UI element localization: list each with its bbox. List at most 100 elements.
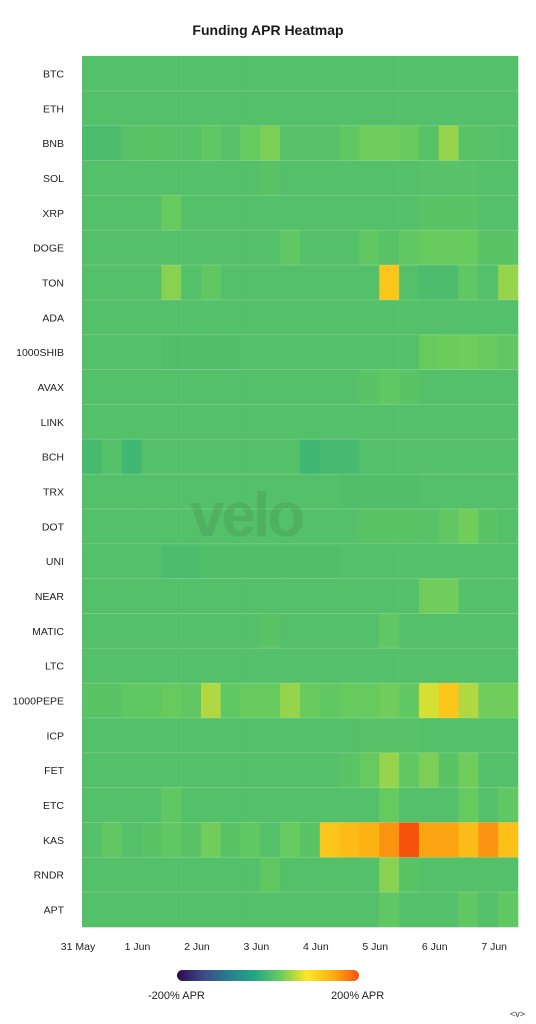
heatmap-cell	[101, 717, 122, 754]
heatmap-cell	[339, 648, 360, 684]
heatmap-cell	[300, 195, 321, 231]
heatmap-cell	[300, 822, 321, 858]
heatmap-cell	[82, 578, 103, 614]
heatmap-cell	[399, 369, 420, 405]
heatmap-cell	[379, 613, 400, 649]
heatmap-cell	[260, 90, 281, 126]
heatmap-cell	[181, 613, 202, 649]
heatmap-cell	[161, 195, 182, 231]
heatmap-cell	[260, 404, 281, 440]
velo-watermark: velo	[190, 481, 305, 550]
heatmap-cell	[319, 160, 340, 196]
heatmap-cell	[478, 439, 499, 475]
heatmap-cell	[141, 648, 162, 684]
heatmap-cell	[498, 508, 519, 545]
heatmap-cell	[478, 543, 499, 579]
nav-chevron-icon[interactable]: <v>	[510, 1009, 526, 1019]
heatmap-cell	[498, 543, 519, 579]
heatmap-cell	[161, 752, 182, 788]
heatmap-cell	[220, 439, 241, 475]
heatmap-cell	[319, 892, 340, 928]
heatmap-cell	[418, 613, 440, 649]
heatmap-cell	[359, 543, 380, 579]
heatmap-cell	[220, 543, 241, 579]
heatmap-cell	[181, 683, 202, 719]
heatmap-cell	[101, 195, 122, 231]
heatmap-cell	[418, 578, 440, 614]
colorbar-gradient	[177, 970, 359, 981]
heatmap-cell	[141, 822, 162, 858]
heatmap-cell	[359, 404, 380, 440]
heatmap-cell	[438, 474, 459, 510]
heatmap-cell	[359, 230, 380, 266]
heatmap-cell	[359, 334, 380, 370]
heatmap-cell	[458, 648, 479, 684]
heatmap-cell	[121, 717, 142, 754]
heatmap-cell	[319, 578, 340, 614]
heatmap-cell	[359, 613, 380, 649]
heatmap-cell	[121, 787, 142, 823]
heatmap-chart: BTC ETH BNB SOL XRP DOGE TON ADA 1000SHIB AVAX LIN…	[13, 56, 519, 953]
heatmap-cell	[181, 822, 202, 858]
heatmap-cell	[379, 125, 400, 161]
heatmap-cell	[280, 90, 301, 126]
heatmap-cell	[121, 892, 142, 928]
heatmap-cell	[200, 369, 222, 405]
heatmap-cell	[399, 508, 420, 545]
heatmap-cell	[300, 230, 321, 266]
row-label: NEAR	[35, 591, 65, 603]
heatmap-cell	[220, 717, 241, 754]
heatmap-cell	[339, 787, 360, 823]
heatmap-cell	[438, 613, 459, 649]
heatmap-cell	[399, 299, 420, 336]
heatmap-cell	[240, 265, 261, 301]
heatmap-cell	[121, 265, 142, 301]
heatmap-cell	[141, 578, 162, 614]
heatmap-cell	[339, 299, 360, 336]
heatmap-cell	[399, 56, 420, 92]
heatmap-cell	[82, 787, 103, 823]
heatmap-cell	[220, 822, 241, 858]
heatmap-cell	[240, 404, 261, 440]
heatmap-cell	[220, 334, 241, 370]
heatmap-cell	[280, 439, 301, 475]
heatmap-cell	[240, 787, 261, 823]
heatmap-cell	[438, 334, 459, 370]
heatmap-cell	[121, 404, 142, 440]
heatmap-cell	[200, 857, 222, 893]
heatmap-cell	[240, 334, 261, 370]
heatmap-cell	[141, 439, 162, 475]
heatmap-cell	[498, 892, 519, 928]
heatmap-cell	[181, 508, 202, 545]
heatmap-cell	[339, 334, 360, 370]
heatmap-cell	[220, 787, 241, 823]
heatmap-cell	[458, 787, 479, 823]
heatmap-cell	[181, 648, 202, 684]
heatmap-cell	[438, 90, 459, 126]
heatmap-cell	[478, 299, 499, 336]
heatmap-cell	[379, 195, 400, 231]
heatmap-cell	[101, 752, 122, 788]
heatmap-cell	[300, 508, 321, 545]
heatmap-cell	[379, 892, 400, 928]
heatmap-cell	[478, 369, 499, 405]
heatmap-cell	[161, 160, 182, 196]
heatmap-cell	[121, 857, 142, 893]
heatmap-cell	[319, 683, 340, 719]
heatmap-cell	[121, 230, 142, 266]
heatmap-cell	[379, 578, 400, 614]
heatmap-cell	[181, 160, 202, 196]
heatmap-cell	[181, 369, 202, 405]
heatmap-cell	[260, 195, 281, 231]
heatmap-cell	[359, 578, 380, 614]
heatmap-cell	[379, 752, 400, 788]
heatmap-cell	[101, 439, 122, 475]
heatmap-cell	[399, 578, 420, 614]
heatmap-cell	[418, 439, 440, 475]
heatmap-cell	[121, 369, 142, 405]
heatmap-cell	[200, 230, 222, 266]
heatmap-cell	[260, 892, 281, 928]
heatmap-cell	[220, 404, 241, 440]
heatmap-cell	[438, 56, 459, 92]
heatmap-cell	[260, 857, 281, 893]
